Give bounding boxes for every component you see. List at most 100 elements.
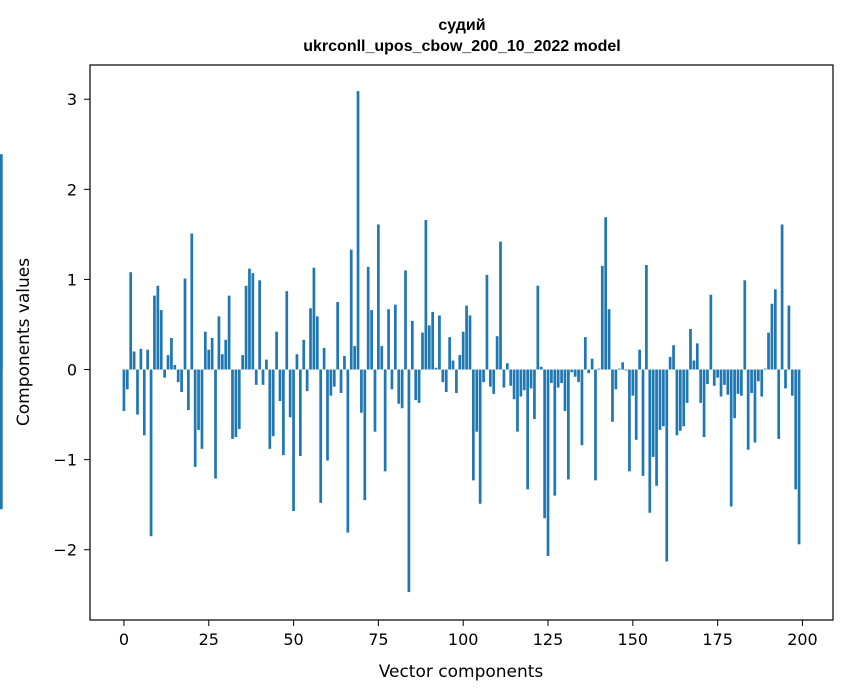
- bar: [458, 355, 462, 370]
- bar: [719, 369, 723, 397]
- bar: [285, 291, 289, 370]
- y-tick-label: 1: [67, 270, 77, 289]
- bar: [611, 369, 614, 422]
- bar: [282, 369, 285, 456]
- x-tick-label: 175: [702, 630, 733, 649]
- bar: [757, 369, 760, 382]
- bar: [482, 369, 485, 383]
- bar: [261, 369, 265, 385]
- bar: [427, 325, 431, 370]
- bar: [451, 360, 455, 370]
- bar: [139, 348, 143, 370]
- bar: [651, 369, 655, 457]
- bar: [136, 369, 139, 415]
- bar: [187, 369, 190, 411]
- bar: [346, 369, 350, 533]
- bar: [461, 331, 465, 370]
- bar: [743, 280, 747, 370]
- y-tick-label: 3: [67, 90, 77, 109]
- y-tick-label: 0: [67, 361, 77, 380]
- bar: [234, 369, 238, 438]
- bar: [553, 369, 557, 496]
- bar: [203, 331, 207, 370]
- bar: [292, 369, 295, 511]
- bar: [343, 356, 346, 370]
- bar: [417, 369, 421, 403]
- bar: [777, 369, 781, 439]
- bar: [712, 369, 716, 386]
- bar: [723, 369, 726, 385]
- bar: [0, 369, 3, 510]
- x-tick-label: 100: [448, 630, 479, 649]
- bar: [183, 278, 187, 370]
- bar: [159, 310, 163, 370]
- bar: [516, 369, 519, 432]
- bar: [434, 367, 438, 370]
- bar: [577, 369, 580, 383]
- bar: [760, 369, 764, 397]
- bar: [166, 355, 170, 370]
- bar: [539, 366, 543, 370]
- bar: [645, 265, 648, 370]
- bar: [478, 369, 482, 504]
- bar: [794, 369, 798, 490]
- bar: [278, 369, 282, 402]
- bar: [455, 369, 458, 393]
- bar: [349, 249, 353, 370]
- bar: [125, 369, 129, 390]
- bar: [268, 369, 272, 449]
- bar: [682, 369, 686, 427]
- bar: [509, 369, 513, 386]
- bar: [597, 368, 601, 370]
- bar: [410, 320, 414, 370]
- bar: [190, 233, 194, 370]
- bar: [773, 289, 777, 370]
- y-tick-label: 2: [67, 180, 77, 199]
- bar: [638, 349, 641, 370]
- bar: [366, 266, 370, 370]
- bar: [706, 369, 709, 384]
- bar: [390, 369, 394, 390]
- bar: [750, 369, 753, 393]
- bar: [353, 346, 356, 370]
- bar: [302, 339, 306, 370]
- y-tick-label: −2: [53, 541, 77, 560]
- bar: [726, 369, 730, 395]
- bar: [387, 309, 390, 370]
- bar: [414, 369, 418, 401]
- bar: [499, 241, 502, 370]
- bar: [784, 369, 787, 389]
- bar: [594, 369, 597, 481]
- bar: [210, 338, 214, 370]
- bar: [132, 351, 136, 370]
- bar: [702, 369, 706, 438]
- x-tick-label: 50: [283, 630, 303, 649]
- bar: [288, 369, 292, 418]
- bar: [146, 349, 150, 370]
- bar: [424, 219, 428, 370]
- bar: [265, 359, 268, 370]
- bar: [122, 369, 126, 411]
- x-tick-label: 75: [368, 630, 388, 649]
- bar: [533, 369, 536, 420]
- bar: [475, 369, 479, 432]
- bar: [322, 347, 326, 370]
- bar: [665, 369, 669, 562]
- bar: [770, 303, 774, 370]
- bar: [271, 369, 275, 437]
- bar: [438, 315, 441, 370]
- bar: [536, 285, 540, 370]
- x-axis-ticks: 0 25 50 75 100 125 150 175 200: [119, 620, 818, 649]
- bar: [495, 336, 499, 370]
- bar: [587, 369, 591, 374]
- bar: [658, 369, 662, 430]
- bar: [156, 285, 160, 370]
- bar: [485, 274, 489, 370]
- bar: [444, 369, 448, 393]
- bars-group: [0, 91, 801, 593]
- bar: [404, 270, 407, 370]
- chart-subtitle: ukrconll_upos_cbow_200_10_2022 model: [303, 38, 620, 55]
- bar: [298, 369, 302, 457]
- bar: [655, 369, 658, 486]
